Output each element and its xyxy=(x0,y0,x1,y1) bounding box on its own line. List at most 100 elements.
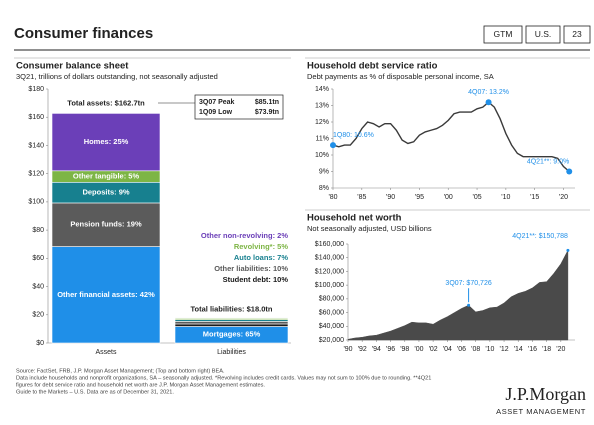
y-tick-label: $40,000 xyxy=(319,323,344,330)
bar-segment xyxy=(174,321,289,325)
segment-label: Revolving*: 5% xyxy=(234,242,289,251)
y-tick-label: 9% xyxy=(319,168,329,175)
y-tick-label: $120 xyxy=(28,171,44,178)
annotation-marker xyxy=(467,303,471,307)
y-tick-label: 8% xyxy=(319,185,329,192)
annotation-label: 4Q21**: $150,788 xyxy=(512,233,568,240)
x-tick-label: '12 xyxy=(500,346,509,353)
x-tick-label: '80 xyxy=(328,194,337,201)
chart-subtitle: 3Q21, trillions of dollars outstanding, … xyxy=(16,72,218,81)
x-tick-label: '14 xyxy=(514,346,523,353)
y-tick-label: $160,000 xyxy=(315,241,344,248)
x-tick-label: '96 xyxy=(386,346,395,353)
annotation-label: 1Q80: 10.6% xyxy=(333,132,374,139)
x-tick-label: Liabilities xyxy=(217,349,246,356)
footnote: figures for debt service ratio and house… xyxy=(16,382,265,388)
tab xyxy=(525,25,561,44)
area xyxy=(347,250,569,341)
chart-subtitle: Debt payments as % of disposable persona… xyxy=(307,72,494,81)
x-tick-label: '95 xyxy=(415,194,424,201)
bar-segment xyxy=(51,202,161,247)
line xyxy=(332,101,570,173)
y-tick-label: $60 xyxy=(32,255,44,262)
annotation-label: 3Q07: $70,726 xyxy=(445,280,491,287)
y-tick-label: 13% xyxy=(315,102,329,109)
segment-label: Auto loans: 7% xyxy=(234,253,289,262)
y-tick-label: $60,000 xyxy=(319,309,344,316)
segment-label: Other financial assets: 42% xyxy=(57,290,155,299)
footnote: Guide to the Markets – U.S. Data are as … xyxy=(16,389,174,395)
y-tick-label: $160 xyxy=(28,114,44,121)
annotation-label: 4Q21**: 9.0% xyxy=(527,158,569,165)
chart-subtitle: Not seasonally adjusted, USD billions xyxy=(307,224,432,233)
x-tick-label: '90 xyxy=(386,194,395,201)
y-tick-label: 12% xyxy=(315,119,329,126)
y-tick-label: $140 xyxy=(28,142,44,149)
tab-label: U.S. xyxy=(535,29,552,39)
y-tick-label: $140,000 xyxy=(315,255,344,262)
y-tick-label: 14% xyxy=(315,86,329,93)
chart-title: Household net worth xyxy=(307,213,402,224)
bar-segment xyxy=(51,113,161,172)
x-tick-label: '20 xyxy=(559,194,568,201)
total-label: Total liabilities: $18.0tn xyxy=(191,305,273,314)
tab-label: 23 xyxy=(572,29,582,39)
annotation-label: 4Q07: 13.2% xyxy=(468,89,509,96)
footnote: Source: FactSet, FRB, J.P. Morgan Asset … xyxy=(16,368,225,374)
x-tick-label: '00 xyxy=(414,346,423,353)
x-tick-label: '92 xyxy=(358,346,367,353)
callout-text: $73.9tn xyxy=(255,109,279,116)
y-tick-label: $100,000 xyxy=(315,282,344,289)
y-tick-label: 11% xyxy=(316,135,330,142)
callout-text: 3Q07 Peak xyxy=(199,99,235,106)
y-tick-label: $180 xyxy=(28,86,44,93)
segment-label: Other non-revolving: 2% xyxy=(201,231,288,240)
tab xyxy=(563,25,591,44)
callout-box xyxy=(194,94,284,120)
x-tick-label: '94 xyxy=(372,346,381,353)
logo: J.P.Morgan xyxy=(505,384,586,404)
y-tick-label: $20 xyxy=(32,312,44,319)
x-tick-label: '08 xyxy=(471,346,480,353)
callout-text: 1Q09 Low xyxy=(199,109,233,116)
bar-segment xyxy=(174,323,289,327)
x-tick-label: '06 xyxy=(457,346,466,353)
x-tick-label: '10 xyxy=(501,194,510,201)
total-label: Total assets: $162.7tn xyxy=(67,98,145,107)
y-tick-label: 10% xyxy=(315,152,329,159)
annotation-marker xyxy=(485,99,492,106)
y-tick-label: $80,000 xyxy=(319,296,344,303)
x-tick-label: '85 xyxy=(357,194,366,201)
x-tick-label: '98 xyxy=(400,346,409,353)
x-tick-label: '90 xyxy=(343,346,352,353)
logo-subtitle: ASSET MANAGEMENT xyxy=(496,407,586,416)
y-tick-label: $40 xyxy=(32,283,44,290)
chart-title: Household debt service ratio xyxy=(307,61,438,72)
y-tick-label: $100 xyxy=(28,199,44,206)
y-tick-label: $120,000 xyxy=(315,268,344,275)
y-tick-label: $80 xyxy=(32,227,44,234)
tab xyxy=(483,25,523,44)
y-tick-label: $0 xyxy=(36,340,44,347)
segment-label: Pension funds: 19% xyxy=(70,220,142,229)
x-tick-label: '05 xyxy=(472,194,481,201)
x-tick-label: '00 xyxy=(444,194,453,201)
x-tick-label: '10 xyxy=(485,346,494,353)
segment-label: Other tangible: 5% xyxy=(73,172,140,181)
segment-label: Deposits: 9% xyxy=(82,188,129,197)
footnote: Data include households and nonprofit or… xyxy=(16,375,431,381)
x-tick-label: Assets xyxy=(95,349,117,356)
bar-segment xyxy=(174,317,289,319)
page-title: Consumer finances xyxy=(14,25,153,42)
segment-label: Student debt: 10% xyxy=(223,275,289,284)
x-tick-label: '20 xyxy=(556,346,565,353)
x-tick-label: '04 xyxy=(443,346,452,353)
tab-label: GTM xyxy=(494,29,513,39)
x-tick-label: '02 xyxy=(429,346,438,353)
segment-label: Homes: 25% xyxy=(84,137,129,146)
annotation-marker xyxy=(566,248,570,252)
y-tick-label: $20,000 xyxy=(319,337,344,344)
segment-label: Mortgages: 65% xyxy=(203,330,261,339)
segment-label: Other liabilities: 10% xyxy=(214,264,288,273)
